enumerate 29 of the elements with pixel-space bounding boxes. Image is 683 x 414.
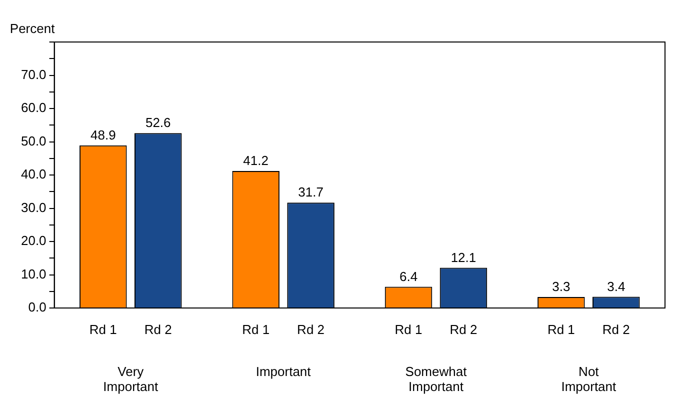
x-tick-label: Important [256, 364, 312, 380]
data-label: 52.6 [145, 115, 171, 130]
data-label: 12.1 [450, 250, 476, 265]
y-tick-label: 50.0 [20, 133, 46, 148]
y-tick-label: 10.0 [20, 266, 46, 282]
y-tick-label: 60.0 [20, 100, 46, 116]
text: Rd 1 [547, 322, 575, 338]
data-label: 48.9 [90, 127, 116, 142]
data-label: 6.4 [399, 268, 418, 284]
y-tick-label: 20.0 [20, 233, 46, 248]
series-label: Rd 2 [144, 322, 172, 338]
text: Rd 2 [450, 322, 478, 338]
data-label: 3.3 [552, 279, 570, 294]
y-tick-label: 30.0 [20, 200, 46, 215]
text: Rd 1 [394, 322, 422, 338]
y-axis-title: Percent [10, 21, 56, 36]
data-label: 31.7 [298, 184, 324, 200]
y-tick-label: 40.0 [20, 166, 46, 182]
y-tick-label: 0.0 [28, 300, 46, 315]
text: Rd 2 [297, 322, 325, 338]
text: Rd 1 [242, 322, 270, 338]
y-tick-label: 70.0 [20, 66, 46, 82]
x-tick-label: Not Important [561, 364, 617, 394]
data-label: 3.4 [607, 278, 626, 294]
data-label: 41.2 [243, 153, 268, 168]
x-tick-label: Somewhat Important [405, 364, 468, 394]
text: Rd 2 [602, 322, 630, 338]
series-label: Rd 1 [89, 322, 117, 338]
x-tick-label: Very Important [103, 364, 158, 394]
